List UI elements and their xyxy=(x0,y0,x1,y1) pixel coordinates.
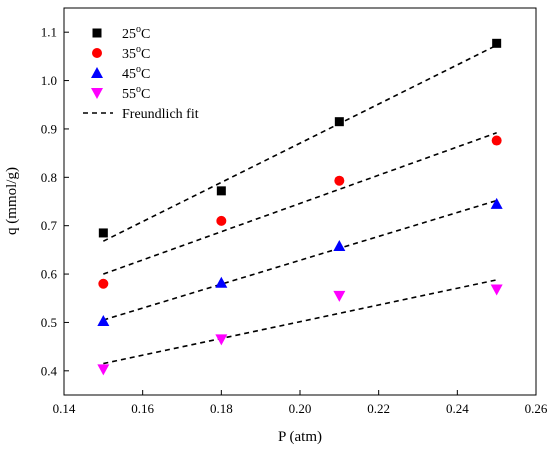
data-point-series-0 xyxy=(334,117,344,127)
data-point-series-2 xyxy=(490,197,503,209)
legend-label-unit: C xyxy=(141,67,150,82)
y-tick-label: 0.7 xyxy=(41,218,58,233)
x-tick-label: 0.16 xyxy=(131,401,154,416)
legend-label-value: 35 xyxy=(122,47,136,62)
legend-marker-series-1 xyxy=(92,48,102,58)
data-point-series-2 xyxy=(333,240,346,252)
data-point-series-1 xyxy=(334,175,345,186)
y-tick-label: 0.9 xyxy=(41,121,57,136)
data-point-series-3 xyxy=(333,290,346,302)
legend-label-unit: C xyxy=(141,47,150,62)
fit-line-series-3 xyxy=(103,279,497,365)
data-point-series-3 xyxy=(215,334,228,346)
legend-label-value: 55 xyxy=(122,87,136,102)
y-tick-label: 1.0 xyxy=(41,73,57,88)
legend-fit-label: Freundlich fit xyxy=(122,107,199,122)
legend-marker-series-0 xyxy=(92,28,102,38)
legend-label-series-2: 45oC xyxy=(122,64,150,82)
legend-label-degree: o xyxy=(136,84,141,95)
y-axis-title: q (mmol/g) xyxy=(4,167,20,235)
data-point-series-3 xyxy=(97,364,110,376)
legend-label-series-0: 25oC xyxy=(122,24,150,42)
fit-line-series-0 xyxy=(102,44,498,242)
data-point-series-1 xyxy=(98,278,109,289)
x-axis-ticks: 0.14 0.16 0.18 0.20 0.22 0.24 0.26 xyxy=(53,390,548,416)
x-axis-title: P (atm) xyxy=(278,429,322,445)
legend-label-value: 25 xyxy=(122,27,136,42)
legend-label-series-3: 55oC xyxy=(122,84,150,102)
legend-label-series-1: 35oC xyxy=(122,44,150,62)
data-point-series-2 xyxy=(215,276,228,288)
data-point-series-1 xyxy=(491,135,502,146)
x-tick-label: 0.20 xyxy=(289,401,312,416)
y-tick-label: 0.5 xyxy=(41,315,57,330)
y-tick-label: 0.6 xyxy=(41,267,58,282)
x-tick-label: 0.14 xyxy=(53,401,76,416)
x-tick-label: 0.26 xyxy=(525,401,548,416)
fit-lines xyxy=(102,44,498,365)
legend-marker-series-2 xyxy=(91,67,103,78)
y-tick-label: 0.8 xyxy=(41,170,57,185)
legend-label-unit: C xyxy=(141,27,150,42)
y-tick-label: 1.1 xyxy=(41,25,57,40)
data-point-series-0 xyxy=(216,186,226,196)
legend-label-value: 45 xyxy=(122,67,136,82)
y-tick-label: 0.4 xyxy=(41,363,58,378)
y-axis-ticks: 0.4 0.5 0.6 0.7 0.8 0.9 1.0 1.1 xyxy=(41,25,69,378)
data-point-series-2 xyxy=(97,314,110,326)
x-tick-label: 0.18 xyxy=(210,401,233,416)
data-markers xyxy=(97,38,503,376)
x-tick-label: 0.22 xyxy=(367,401,390,416)
data-point-series-0 xyxy=(98,228,108,238)
fit-line-series-1 xyxy=(103,132,497,275)
fit-line-series-2 xyxy=(103,199,497,321)
data-point-series-1 xyxy=(216,215,227,226)
legend-label-degree: o xyxy=(136,64,141,75)
data-point-series-3 xyxy=(490,284,503,296)
legend-marker-series-3 xyxy=(91,88,103,99)
legend-label-degree: o xyxy=(136,44,141,55)
data-point-series-0 xyxy=(492,38,502,48)
x-tick-label: 0.24 xyxy=(446,401,469,416)
legend-label-degree: o xyxy=(136,24,141,35)
legend-label-unit: C xyxy=(141,87,150,102)
